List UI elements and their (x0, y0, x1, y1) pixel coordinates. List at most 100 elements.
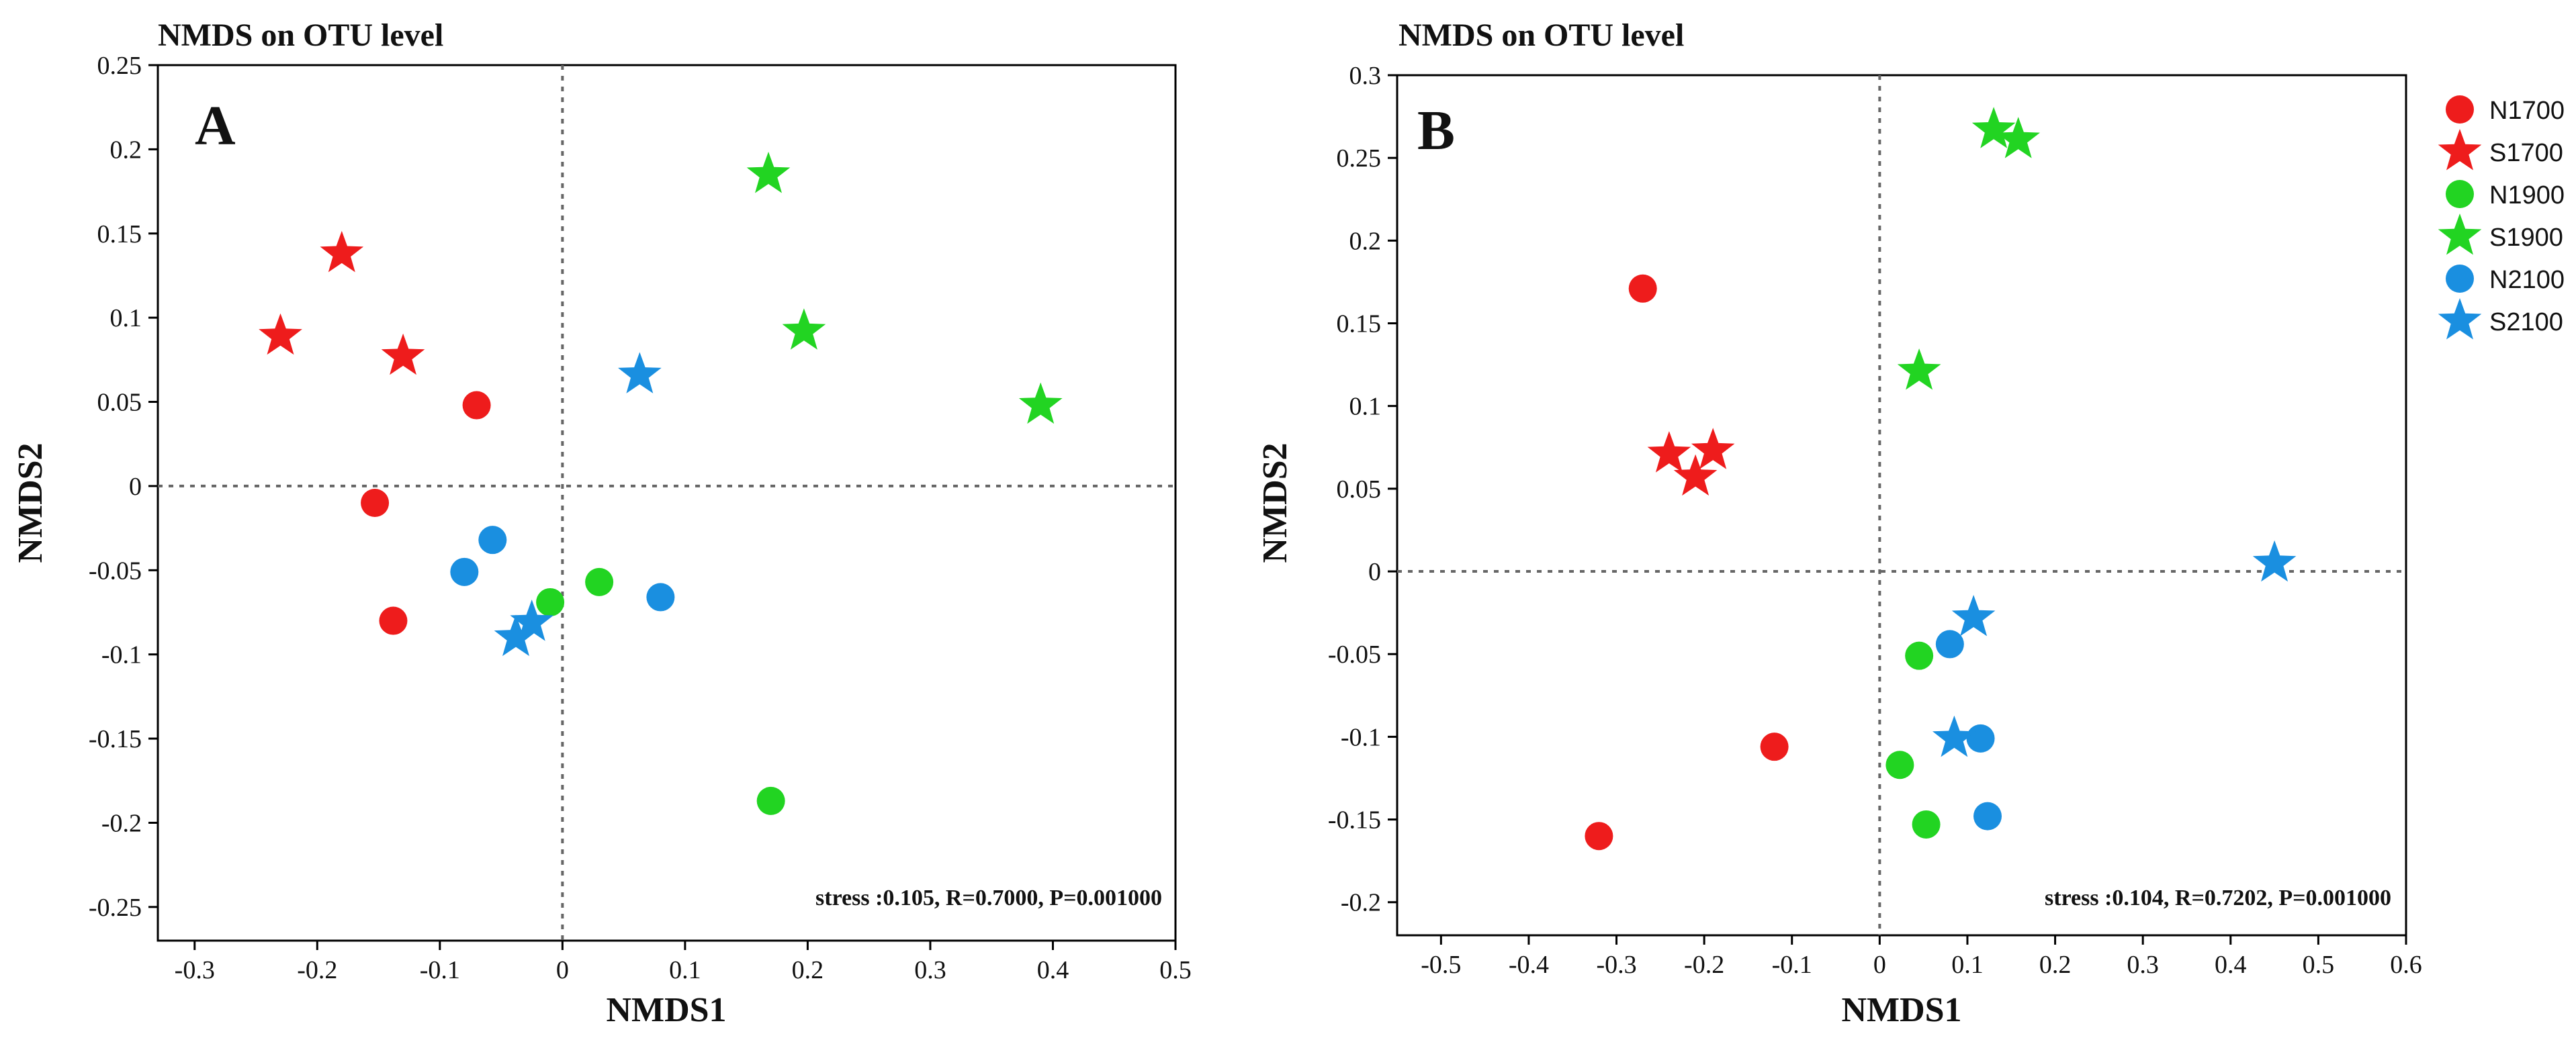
panel-b-y-tick-label: -0.15 (1328, 806, 1381, 835)
panel-b-point-s1700 (1647, 431, 1691, 473)
panel-a-point-s2100 (494, 614, 538, 657)
panel-b-title: NMDS on OTU level (1398, 17, 1684, 53)
panel-b-y-tick-label: 0.15 (1337, 310, 1382, 338)
panel-a-y-tick-label: 0.2 (110, 136, 142, 164)
panel-a-y-tick-label: 0.25 (97, 52, 142, 80)
panel-b-y-tick-label: 0.05 (1337, 475, 1382, 504)
panel-b-point-s1900 (1971, 107, 2016, 148)
panel-b-point-s1900 (1996, 117, 2040, 158)
panel-b-point-n1900 (1905, 641, 1934, 670)
panel-a-stats-annotation: stress :0.105, R=0.7000, P=0.001000 (815, 886, 1162, 910)
panel-b-point-s1700 (1691, 428, 1735, 469)
panel-a-x-tick-label: 0.1 (669, 956, 701, 984)
panel-a-point-s1700 (381, 333, 425, 375)
panel-b-x-tick-label: 0.1 (1951, 951, 1984, 979)
panel-a-point-n1900 (756, 786, 785, 815)
panel-a-y-tick-label: -0.15 (89, 725, 142, 753)
panel-b-point-s2100 (1933, 715, 1976, 757)
panel-a-x-tick-label: -0.2 (297, 956, 337, 984)
panel-a-x-tick-label: 0.3 (914, 956, 946, 984)
legend-marker-n1900 (2446, 180, 2474, 208)
panel-a-point-s1700 (259, 313, 302, 355)
panel-b-point-n2100 (1935, 630, 1964, 659)
panel-b-x-tick-label: 0.2 (2039, 951, 2072, 979)
panel-a-y-tick-label: -0.2 (101, 809, 142, 837)
panel-b-x-tick-label: -0.1 (1772, 951, 1812, 979)
panel-a-x-tick-label: 0.2 (792, 956, 824, 984)
legend: N1700 S1700 N1900 S1900 N2100 S2100 (2438, 95, 2565, 340)
panel-b-y-tick-label: -0.1 (1341, 723, 1381, 751)
panel-b-x-tick-label: -0.5 (1421, 951, 1461, 979)
panel-b-x-tick-label: 0.6 (2390, 951, 2422, 979)
panel-a-y-tick-label: 0.05 (97, 389, 142, 417)
panel-b-x-tick-label: 0 (1873, 951, 1886, 979)
panel-a-point-n1900 (536, 587, 565, 616)
legend-marker-s1700 (2438, 129, 2482, 171)
panel-a-point-s1700 (320, 230, 364, 273)
panel-a-title: NMDS on OTU level (158, 17, 443, 53)
legend-marker-s2100 (2438, 298, 2482, 340)
panel-b-point-n1700 (1585, 822, 1613, 851)
panel-b-y-tick-label: 0 (1368, 558, 1381, 586)
panel-b-point-n2100 (1966, 724, 1995, 753)
panel-b-point-s2100 (1951, 595, 1996, 636)
panel-b-x-tick-label: -0.4 (1509, 951, 1549, 979)
panel-a-plot-frame (157, 64, 1177, 942)
panel-b-point-s2100 (2252, 540, 2297, 582)
panel-b-point-s1900 (1897, 348, 1941, 390)
panel-a-y-tick-label: -0.25 (89, 894, 142, 922)
panel-a-point-n2100 (646, 583, 675, 612)
panel-a-x-tick-label: 0 (556, 956, 569, 984)
panel-b-y-tick-label: -0.2 (1341, 889, 1381, 917)
legend-label-n2100: N2100 (2489, 266, 2565, 294)
panel-a-point-n1900 (585, 567, 614, 596)
panel-b-stats-annotation: stress :0.104, R=0.7202, P=0.001000 (2045, 886, 2391, 910)
panel-a-x-tick-label: -0.3 (175, 956, 215, 984)
panel-a: NMDS on OTU level A NMDS1 NMDS2 stress :… (11, 17, 1192, 1029)
panel-b-point-n1900 (1885, 751, 1914, 780)
legend-label-s2100: S2100 (2489, 308, 2563, 336)
panel-b-plot-frame (1396, 74, 2407, 937)
panel-a-point-s2100 (510, 600, 554, 641)
panel-b-y-axis-label: NMDS2 (1256, 442, 1294, 563)
panel-a-y-tick-label: -0.1 (101, 641, 142, 669)
panel-a-point-s2100 (618, 352, 662, 393)
panel-a-point-n1700 (361, 489, 390, 517)
panel-b: NMDS on OTU level B NMDS1 NMDS2 stress :… (1256, 17, 2422, 1029)
panel-a-y-tick-label: -0.05 (89, 557, 142, 585)
panel-a-point-n2100 (478, 526, 507, 555)
panel-b-x-axis-label: NMDS1 (1841, 991, 1961, 1029)
panel-b-y-tick-label: 0.3 (1349, 62, 1382, 90)
panel-a-point-n2100 (450, 557, 479, 586)
panel-a-point-s1900 (1018, 382, 1063, 424)
panel-b-point-n2100 (1973, 802, 2002, 831)
panel-a-x-axis-label: NMDS1 (606, 991, 726, 1029)
panel-b-point-s1700 (1673, 454, 1718, 496)
panel-b-x-tick-label: 0.5 (2303, 951, 2335, 979)
panel-b-point-n1900 (1912, 810, 1941, 839)
panel-b-point-n1700 (1760, 733, 1789, 761)
panel-a-y-axis-label: NMDS2 (11, 442, 50, 563)
legend-marker-s1900 (2438, 214, 2482, 255)
panel-b-label: B (1417, 99, 1455, 162)
panel-a-x-tick-label: -0.1 (420, 956, 460, 984)
panel-b-y-tick-label: -0.05 (1328, 641, 1381, 669)
panel-b-x-tick-label: -0.3 (1596, 951, 1636, 979)
legend-label-n1700: N1700 (2489, 97, 2565, 125)
panel-a-y-tick-label: 0 (129, 473, 142, 501)
panel-b-x-tick-label: 0.3 (2127, 951, 2159, 979)
legend-label-s1700: S1700 (2489, 139, 2563, 167)
panel-a-y-tick-label: 0.1 (110, 304, 142, 332)
panel-a-x-tick-label: 0.4 (1037, 956, 1069, 984)
legend-marker-n1700 (2446, 95, 2474, 124)
panel-a-x-tick-label: 0.5 (1159, 956, 1192, 984)
panel-b-point-n1700 (1628, 274, 1657, 303)
panel-a-point-n1700 (462, 391, 491, 420)
panel-b-y-tick-label: 0.2 (1349, 227, 1382, 255)
panel-a-label: A (195, 95, 236, 157)
panel-b-x-tick-label: 0.4 (2215, 951, 2247, 979)
panel-a-point-s1900 (746, 152, 791, 193)
legend-label-s1900: S1900 (2489, 224, 2563, 252)
legend-label-n1900: N1900 (2489, 181, 2565, 209)
